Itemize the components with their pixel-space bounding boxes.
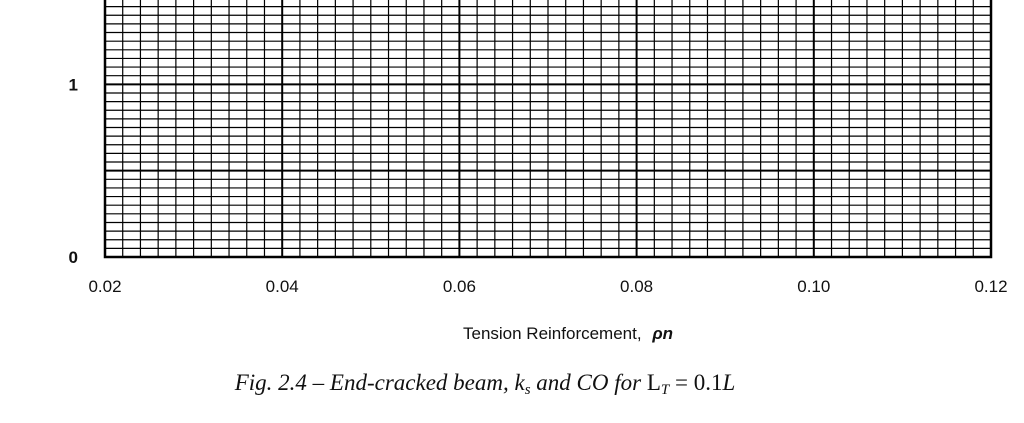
x-tick-labels: 0.02 0.04 0.06 0.08 0.10 0.12: [88, 277, 1007, 296]
chart: 01 0.02 0.04 0.06 0.08 0.10 0.12 Tension Rein…: [69, 0, 1008, 343]
caption-text: End-cracked beam,: [329, 370, 509, 395]
y-tick-label: 0: [69, 248, 78, 267]
y-tick-label: 1: [69, 75, 78, 94]
caption-k: k: [514, 370, 525, 395]
x-tick-label: 0.06: [443, 277, 476, 296]
x-axis-label-text: Tension Reinforcement,: [463, 324, 642, 343]
x-tick-label: 0.12: [974, 277, 1007, 296]
caption-L-subscript: T: [660, 382, 670, 398]
x-tick-label: 0.10: [797, 277, 830, 296]
y-tick-labels: 01: [69, 75, 78, 267]
caption-and-co: and CO for: [536, 370, 642, 395]
caption-k-subscript: s: [524, 382, 531, 398]
x-axis-label-symbol: ρn: [651, 324, 673, 343]
minor-grid: [105, 0, 991, 257]
x-tick-label: 0.08: [620, 277, 653, 296]
caption-L-end: L: [722, 370, 736, 395]
x-tick-label: 0.04: [266, 277, 299, 296]
x-tick-label: 0.02: [88, 277, 121, 296]
x-axis-label: Tension Reinforcement, ρn: [463, 324, 673, 343]
caption-fig-number: Fig. 2.4 –: [234, 370, 325, 395]
plot-frame: [103, 0, 993, 259]
figure-caption: Fig. 2.4 – End-cracked beam, ks and CO f…: [0, 370, 970, 398]
caption-L: L: [646, 370, 661, 395]
caption-equals: = 0.1: [675, 370, 723, 395]
